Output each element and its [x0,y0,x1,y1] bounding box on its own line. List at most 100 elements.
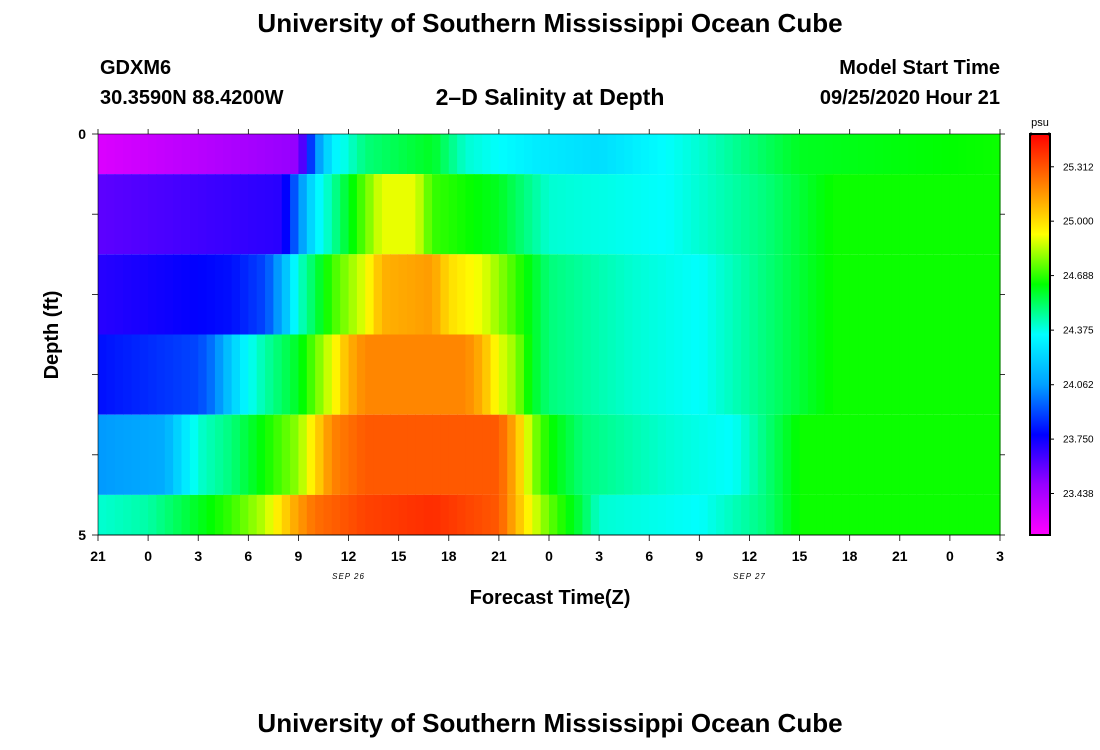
heatmap-cell-d1 [549,174,558,255]
heatmap-cell-d5 [490,494,500,535]
heatmap-cell-d5 [574,494,584,535]
heatmap-cell-d1 [816,174,826,255]
heatmap-cell-d1 [874,174,884,255]
heatmap-cell-d4 [983,414,993,495]
heatmap-cell-d4 [599,414,609,495]
heatmap-cell-d3 [323,334,333,415]
heatmap-cell-d3 [749,334,759,415]
x-tick-label: 3 [194,548,202,564]
heatmap-cell-d1 [732,174,742,255]
heatmap-cell-d1 [908,174,918,255]
heatmap-cell-d5 [457,494,467,535]
heatmap-cell-d5 [256,494,266,535]
heatmap-cell-d5 [590,494,600,535]
heatmap-cell-d4 [189,414,199,495]
heatmap-cell-d4 [757,414,767,495]
heatmap-cell-d2 [757,254,767,335]
heatmap-cell-d5 [958,494,968,535]
heatmap-cell-d4 [916,414,926,495]
colorbar-tick-label: 25.312 [1063,162,1094,173]
heatmap-cell-d2 [590,254,600,335]
heatmap-cell-d1 [223,174,233,255]
heatmap-cell-d0 [356,134,366,175]
heatmap-cell-d2 [398,254,408,335]
heatmap-cell-d2 [891,254,901,335]
heatmap-cell-d3 [615,334,625,415]
heatmap-cell-d2 [707,254,717,335]
heatmap-cell-d4 [239,414,249,495]
heatmap-cell-d2 [599,254,609,335]
heatmap-cell-d2 [674,254,684,335]
heatmap-cell-d5 [665,494,675,535]
heatmap-cell-d4 [198,414,208,495]
heatmap-cell-d1 [448,174,458,255]
heatmap-cell-d4 [699,414,709,495]
heatmap-cell-d2 [832,254,842,335]
heatmap-cell-d3 [114,334,124,415]
colorbar-tick-label: 23.438 [1063,489,1094,500]
heatmap-cell-d0 [381,134,391,175]
heatmap-cell-d4 [256,414,266,495]
heatmap-cell-d1 [323,174,333,255]
heatmap-cell-d5 [549,494,558,535]
heatmap-cell-d3 [716,334,725,415]
heatmap-cell-d3 [281,334,291,415]
heatmap-cell-d4 [231,414,241,495]
heatmap-cell-d1 [123,174,133,255]
heatmap-cell-d3 [707,334,717,415]
heatmap-cell-d2 [290,254,300,335]
heatmap-cell-d0 [223,134,233,175]
heatmap-cell-d2 [356,254,366,335]
heatmap-cell-d5 [231,494,241,535]
heatmap-cell-d4 [682,414,692,495]
heatmap-cell-d0 [315,134,325,175]
heatmap-cell-d1 [741,174,751,255]
heatmap-cell-d2 [331,254,341,335]
heatmap-cell-d2 [173,254,183,335]
heatmap-cell-d1 [457,174,467,255]
x-tick-label: 21 [90,548,106,564]
heatmap-cell-d5 [523,494,533,535]
heatmap-cell-d3 [189,334,199,415]
heatmap-cell-d3 [557,334,567,415]
heatmap-cell-d4 [657,414,667,495]
heatmap-cell-d3 [849,334,859,415]
heatmap-cell-d3 [899,334,909,415]
heatmap-cell-d4 [465,414,475,495]
heatmap-cell-d5 [198,494,208,535]
heatmap-cell-d0 [615,134,625,175]
heatmap-cell-d1 [482,174,492,255]
heatmap-cell-d3 [690,334,700,415]
heatmap-cell-d3 [991,334,1001,415]
heatmap-cell-d5 [106,494,116,535]
heatmap-cell-d2 [849,254,859,335]
heatmap-cell-d4 [824,414,834,495]
heatmap-cell-d5 [741,494,751,535]
heatmap-cell-d4 [340,414,350,495]
heatmap-cell-d2 [933,254,943,335]
heatmap-cell-d1 [899,174,909,255]
heatmap-cell-d4 [106,414,116,495]
heatmap-cell-d1 [657,174,667,255]
heatmap-cell-d5 [607,494,617,535]
x-tick-label: 15 [391,548,407,564]
heatmap-cell-d0 [181,134,191,175]
heatmap-cell-d4 [515,414,525,495]
x-tick-label: 18 [842,548,858,564]
heatmap-cell-d4 [440,414,450,495]
heatmap-cell-d3 [256,334,266,415]
heatmap-cell-d2 [139,254,149,335]
heatmap-cell-d0 [791,134,801,175]
y-axis: 05 [78,126,1005,543]
heatmap-cell-d3 [916,334,926,415]
heatmap-cell-d1 [432,174,442,255]
colorbar-corner [1029,132,1033,136]
heatmap-cell-d2 [482,254,492,335]
heatmap-cell-d4 [348,414,358,495]
heatmap-cell-d4 [98,414,107,495]
heatmap-cell-d0 [866,134,876,175]
heatmap-cell-d4 [281,414,291,495]
heatmap-cell-d0 [398,134,408,175]
heatmap-cell-d4 [574,414,584,495]
heatmap-cell-d1 [807,174,817,255]
